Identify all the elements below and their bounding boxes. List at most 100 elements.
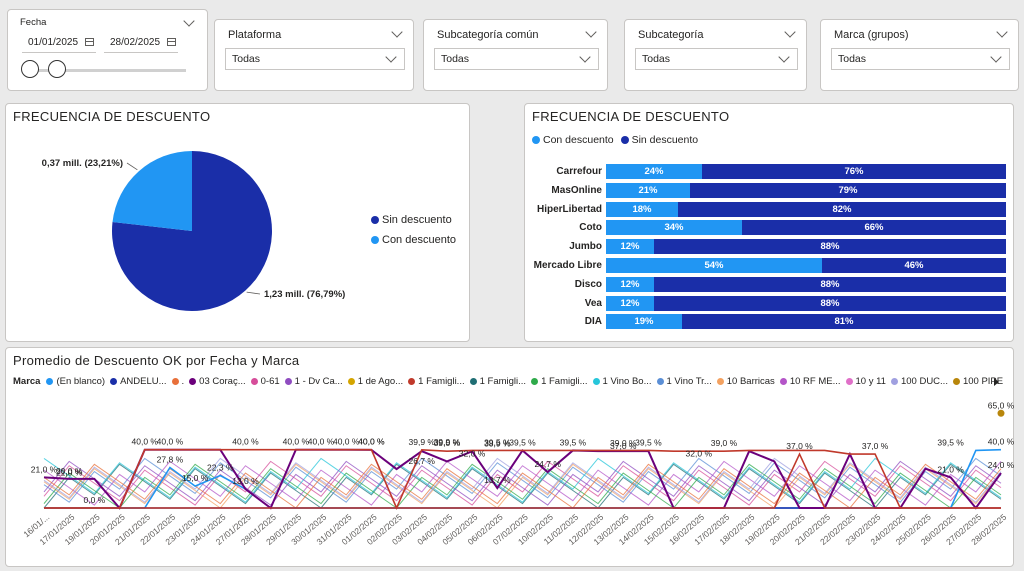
line-data-label: 40,0 % — [333, 437, 360, 447]
chevron-down-icon[interactable] — [391, 26, 403, 38]
line-legend-item[interactable]: . — [171, 376, 184, 387]
bar-segment-sin[interactable]: 79% — [690, 182, 1006, 198]
bar-segment-con[interactable]: 24% — [606, 164, 702, 179]
bar-segment-sin[interactable]: 88% — [654, 239, 1006, 255]
bar-segment-sin[interactable]: 82% — [678, 201, 1006, 217]
chevron-down-icon — [990, 51, 1002, 63]
date-range-start-handle[interactable] — [21, 60, 39, 78]
pie-legend-item-con[interactable]: Con descuento — [371, 234, 456, 246]
line-legend-item[interactable]: ANDELU... — [110, 376, 167, 387]
date-range-track — [22, 69, 186, 72]
line-series-extra[interactable] — [43, 460, 1002, 506]
legend-dot-icon — [189, 378, 197, 385]
line-data-label: 27,8 % — [157, 454, 184, 464]
chevron-down-icon[interactable] — [183, 15, 195, 27]
plataforma-dropdown[interactable]: Todas — [225, 48, 405, 70]
line-legend-label: 1 Vino Tr... — [666, 376, 712, 387]
line-data-label: 40,0 % — [358, 437, 385, 447]
bar-segment-con[interactable]: 18% — [606, 201, 678, 217]
chevron-down-icon[interactable] — [996, 26, 1008, 38]
bar-segment-con[interactable]: 21% — [606, 182, 690, 198]
line-legend-item[interactable]: 10 Barricas — [716, 376, 775, 387]
bar-row[interactable]: Mercado Libre 54% 46% — [534, 258, 1006, 273]
line-data-label: 39,5 % — [635, 437, 662, 447]
subcat-comun-dropdown[interactable]: Todas — [434, 48, 599, 70]
line-data-label: 13,7 % — [484, 475, 511, 485]
bar-row[interactable]: HiperLibertad 18% 82% — [537, 201, 1006, 217]
bar-row[interactable]: MasOnline 21% 79% — [551, 182, 1006, 198]
pie-legend-item-sin[interactable]: Sin descuento — [371, 214, 456, 226]
line-data-label: 39,5 % — [484, 437, 511, 447]
bar-legend-item-con[interactable]: Con descuento — [532, 134, 614, 146]
line-legend-label: (En blanco) — [56, 376, 106, 387]
bar-legend-item-sin[interactable]: Sin descuento — [620, 134, 698, 146]
line-series-extra[interactable] — [43, 463, 1002, 509]
line-data-label: 0,0 % — [83, 495, 105, 505]
date-range-end-handle[interactable] — [48, 60, 66, 78]
bar-segment-con[interactable]: 54% — [606, 258, 822, 273]
line-point[interactable] — [997, 409, 1005, 417]
line-series-extra[interactable] — [43, 457, 1002, 503]
line-series-extra[interactable] — [43, 463, 1002, 509]
line-data-label: 38,9 % — [484, 438, 511, 448]
line-legend-item[interactable]: 100 DUC... — [890, 376, 948, 387]
bar-row[interactable]: Disco 12% 88% — [575, 276, 1006, 292]
date-from-input[interactable]: 01/01/2025 — [22, 33, 96, 53]
subcategoria-dropdown[interactable]: Todas — [635, 48, 798, 70]
line-legend-item[interactable]: 03 Coraç... — [189, 376, 246, 387]
line-legend-item[interactable]: 10 y 11 — [845, 376, 886, 387]
marca-dropdown[interactable]: Todas — [831, 48, 1010, 70]
plataforma-title: Plataforma — [228, 29, 282, 41]
line-legend-item[interactable]: 0-61 — [250, 376, 280, 387]
date-to-input[interactable]: 28/02/2025 — [104, 33, 178, 53]
legend-dot-icon — [284, 378, 292, 385]
bar-segment-con[interactable]: 12% — [606, 239, 654, 255]
chevron-down-icon[interactable] — [784, 26, 796, 38]
bar-segment-sin[interactable]: 66% — [742, 220, 1006, 236]
line-legend-item[interactable]: 1 - Dv Ca... — [284, 376, 343, 387]
line-legend-item[interactable]: 1 Famigli... — [531, 376, 588, 387]
bar-segment-con[interactable]: 12% — [606, 295, 654, 311]
subcategoria-value: Todas — [642, 53, 671, 65]
line-series[interactable] — [44, 448, 1001, 511]
bar-category-label: HiperLibertad — [536, 203, 602, 215]
bar-row[interactable]: DIA 19% 81% — [585, 314, 1006, 330]
pie-slice-con[interactable] — [112, 151, 192, 231]
line-legend-item[interactable]: (En blanco) — [46, 376, 105, 387]
bar-category-label: Coto — [579, 222, 602, 234]
line-data-label: 37,0 % — [786, 441, 813, 451]
line-legend-item[interactable]: 1 Famigli... — [408, 376, 465, 387]
bar-segment-con[interactable]: 34% — [606, 220, 742, 236]
line-legend-item[interactable]: 100 PIPERS — [952, 376, 1003, 387]
bar-segment-con[interactable]: 12% — [606, 276, 654, 292]
legend-next-arrow-icon[interactable] — [994, 378, 999, 386]
line-legend-item[interactable]: 1 de Ago... — [347, 376, 403, 387]
bar-segment-sin[interactable]: 76% — [702, 164, 1006, 179]
bar-row[interactable]: Jumbo 12% 88% — [569, 239, 1006, 255]
bar-row[interactable]: Carrefour 24% 76% — [556, 164, 1006, 179]
date-from-value: 01/01/2025 — [28, 37, 79, 48]
line-series-extra[interactable] — [43, 460, 1002, 506]
pie-legend: Sin descuento Con descuento — [371, 214, 456, 246]
bar-segment-sin[interactable]: 81% — [682, 314, 1006, 330]
bar-category-label: Jumbo — [569, 241, 602, 253]
bar-segment-sin[interactable]: 46% — [822, 258, 1006, 273]
bar-row[interactable]: Coto 34% 66% — [579, 220, 1006, 236]
line-legend-item[interactable]: 1 Vino Tr... — [656, 376, 712, 387]
calendar-icon[interactable] — [167, 38, 176, 46]
calendar-icon[interactable] — [85, 38, 94, 46]
line-data-label: 26,7 % — [409, 456, 436, 466]
line-data-label: 39,9 % — [434, 437, 461, 447]
line-legend-item[interactable]: 1 Vino Bo... — [592, 376, 652, 387]
bar-segment-con[interactable]: 19% — [606, 314, 682, 330]
line-legend-item[interactable]: 1 Famigli... — [469, 376, 526, 387]
line-legend-label: 100 DUC... — [900, 376, 948, 387]
bar-segment-sin[interactable]: 88% — [654, 276, 1006, 292]
line-series[interactable] — [44, 452, 1001, 509]
line-series-extra[interactable] — [43, 463, 1002, 509]
bar-row[interactable]: Vea 12% 88% — [585, 295, 1006, 311]
line-data-label: 13,0 % — [232, 476, 259, 486]
bar-segment-sin[interactable]: 88% — [654, 295, 1006, 311]
chevron-down-icon[interactable] — [585, 26, 597, 38]
line-legend-item[interactable]: 10 RF ME... — [779, 376, 841, 387]
